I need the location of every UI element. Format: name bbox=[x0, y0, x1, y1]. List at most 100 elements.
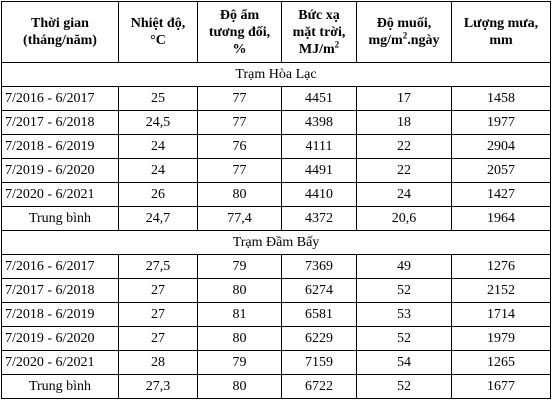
header-humidity-line2: tương đối, bbox=[208, 24, 271, 40]
average-label: Trung bình bbox=[1, 206, 119, 231]
period-cell: 7/2020 - 6/2021 bbox=[1, 350, 119, 375]
radiation-cell: 4410 bbox=[281, 182, 357, 207]
rainfall-cell: 2152 bbox=[451, 278, 551, 303]
rainfall-cell: 1265 bbox=[451, 350, 551, 375]
header-humidity-line1: Độ ẩm bbox=[219, 7, 260, 23]
temperature-cell: 27,5 bbox=[118, 254, 198, 279]
temperature-cell: 28 bbox=[118, 350, 198, 375]
temperature-cell: 27 bbox=[118, 278, 198, 303]
average-row: Trung bình 24,7 77,4 4372 20,6 1964 bbox=[1, 206, 551, 231]
salinity-cell: 24 bbox=[356, 182, 452, 207]
table-row: 7/2019 - 6/2020 27 80 6229 52 1979 bbox=[1, 326, 551, 351]
salinity-cell: 52 bbox=[356, 326, 452, 351]
radiation-cell: 4398 bbox=[281, 110, 357, 135]
period-cell: 7/2016 - 6/2017 bbox=[1, 86, 119, 111]
table-row: 7/2016 - 6/2017 27,5 79 7369 49 1276 bbox=[1, 254, 551, 279]
humidity-cell: 77 bbox=[197, 110, 282, 135]
humidity-cell: 80 bbox=[197, 278, 282, 303]
table-row: 7/2018 - 6/2019 24 76 4111 22 2904 bbox=[1, 134, 551, 159]
rainfall-cell: 2904 bbox=[451, 134, 551, 159]
radiation-cell: 4451 bbox=[281, 86, 357, 111]
humidity-cell: 80 bbox=[197, 326, 282, 351]
header-rainfall: Lượng mưa, mm bbox=[451, 1, 551, 63]
table-body: Trạm Hòa Lạc 7/2016 - 6/2017 25 77 4451 17 145… bbox=[1, 62, 551, 399]
average-humidity-cell: 80 bbox=[197, 374, 282, 399]
period-cell: 7/2020 - 6/2021 bbox=[1, 182, 119, 207]
salinity-cell: 18 bbox=[356, 110, 452, 135]
humidity-cell: 77 bbox=[197, 158, 282, 183]
header-time-line2: (tháng/năm) bbox=[23, 33, 97, 48]
temperature-cell: 27 bbox=[118, 302, 198, 327]
humidity-cell: 76 bbox=[197, 134, 282, 159]
radiation-cell: 7159 bbox=[281, 350, 357, 375]
header-rainfall-line1: Lượng mưa, bbox=[463, 16, 539, 31]
header-temperature: Nhiệt độ, °C bbox=[118, 1, 198, 63]
radiation-cell: 7369 bbox=[281, 254, 357, 279]
header-radiation-unit-base: MJ/m bbox=[298, 41, 335, 57]
salinity-cell: 52 bbox=[356, 278, 452, 303]
average-salinity-cell: 52 bbox=[356, 374, 452, 399]
humidity-cell: 79 bbox=[197, 254, 282, 279]
humidity-cell: 80 bbox=[197, 182, 282, 207]
salinity-cell: 54 bbox=[356, 350, 452, 375]
average-temperature-cell: 27,3 bbox=[118, 374, 198, 399]
header-temperature-line1: Nhiệt độ, bbox=[130, 16, 186, 31]
table-row: 7/2020 - 6/2021 26 80 4410 24 1427 bbox=[1, 182, 551, 207]
rainfall-cell: 1427 bbox=[451, 182, 551, 207]
header-time: Thời gian (tháng/năm) bbox=[1, 1, 119, 63]
climate-data-table: Thời gian (tháng/năm) Nhiệt độ, °C Độ ẩm… bbox=[1, 1, 551, 399]
temperature-cell: 24 bbox=[118, 134, 198, 159]
temperature-cell: 24,5 bbox=[118, 110, 198, 135]
salinity-cell: 49 bbox=[356, 254, 452, 279]
climate-data-table-wrapper: Thời gian (tháng/năm) Nhiệt độ, °C Độ ẩm… bbox=[1, 1, 551, 399]
header-temperature-line2: °C bbox=[150, 33, 166, 48]
radiation-cell: 4491 bbox=[281, 158, 357, 183]
period-cell: 7/2017 - 6/2018 bbox=[1, 110, 119, 135]
header-humidity: Độ ẩm tương đối, % bbox=[197, 1, 282, 63]
average-rainfall-cell: 1964 bbox=[451, 206, 551, 231]
humidity-cell: 77 bbox=[197, 86, 282, 111]
period-cell: 7/2018 - 6/2019 bbox=[1, 134, 119, 159]
header-salinity: Độ muối, mg/m2.ngày bbox=[356, 1, 452, 63]
station-name: Trạm Hòa Lạc bbox=[1, 62, 551, 87]
header-salinity-unit-base: mg/m bbox=[368, 33, 403, 48]
period-cell: 7/2019 - 6/2020 bbox=[1, 158, 119, 183]
header-radiation-line1: Bức xạ bbox=[298, 7, 340, 23]
table-row: 7/2020 - 6/2021 28 79 7159 54 1265 bbox=[1, 350, 551, 375]
average-humidity-cell: 77,4 bbox=[197, 206, 282, 231]
salinity-cell: 17 bbox=[356, 86, 452, 111]
average-radiation-cell: 4372 bbox=[281, 206, 357, 231]
header-row: Thời gian (tháng/năm) Nhiệt độ, °C Độ ẩm… bbox=[1, 1, 551, 63]
header-salinity-line1: Độ muối, bbox=[376, 16, 432, 31]
rainfall-cell: 1714 bbox=[451, 302, 551, 327]
header-radiation: Bức xạ mặt trời, MJ/m2 bbox=[281, 1, 357, 63]
rainfall-cell: 1979 bbox=[451, 326, 551, 351]
table-row: 7/2019 - 6/2020 24 77 4491 22 2057 bbox=[1, 158, 551, 183]
table-row: 7/2017 - 6/2018 27 80 6274 52 2152 bbox=[1, 278, 551, 303]
header-radiation-line2: mặt trời, bbox=[292, 24, 346, 40]
station-row: Trạm Đầm Bấy bbox=[1, 230, 551, 255]
header-rainfall-line2: mm bbox=[489, 33, 513, 48]
rainfall-cell: 1458 bbox=[451, 86, 551, 111]
header-salinity-unit-exponent: 2 bbox=[402, 30, 408, 41]
rainfall-cell: 2057 bbox=[451, 158, 551, 183]
average-radiation-cell: 6722 bbox=[281, 374, 357, 399]
average-row: Trung bình 27,3 80 6722 52 1677 bbox=[1, 374, 551, 399]
header-radiation-unit: MJ/m2 bbox=[298, 39, 339, 57]
table-row: 7/2016 - 6/2017 25 77 4451 17 1458 bbox=[1, 86, 551, 111]
header-humidity-line3: % bbox=[232, 41, 247, 57]
period-cell: 7/2019 - 6/2020 bbox=[1, 326, 119, 351]
header-salinity-unit-suffix: .ngày bbox=[407, 33, 440, 48]
table-row: 7/2018 - 6/2019 27 81 6581 53 1714 bbox=[1, 302, 551, 327]
period-cell: 7/2018 - 6/2019 bbox=[1, 302, 119, 327]
station-name: Trạm Đầm Bấy bbox=[1, 230, 551, 255]
rainfall-cell: 1276 bbox=[451, 254, 551, 279]
temperature-cell: 25 bbox=[118, 86, 198, 111]
radiation-cell: 6229 bbox=[281, 326, 357, 351]
temperature-cell: 26 bbox=[118, 182, 198, 207]
humidity-cell: 81 bbox=[197, 302, 282, 327]
table-row: 7/2017 - 6/2018 24,5 77 4398 18 1977 bbox=[1, 110, 551, 135]
radiation-cell: 6581 bbox=[281, 302, 357, 327]
humidity-cell: 79 bbox=[197, 350, 282, 375]
period-cell: 7/2016 - 6/2017 bbox=[1, 254, 119, 279]
